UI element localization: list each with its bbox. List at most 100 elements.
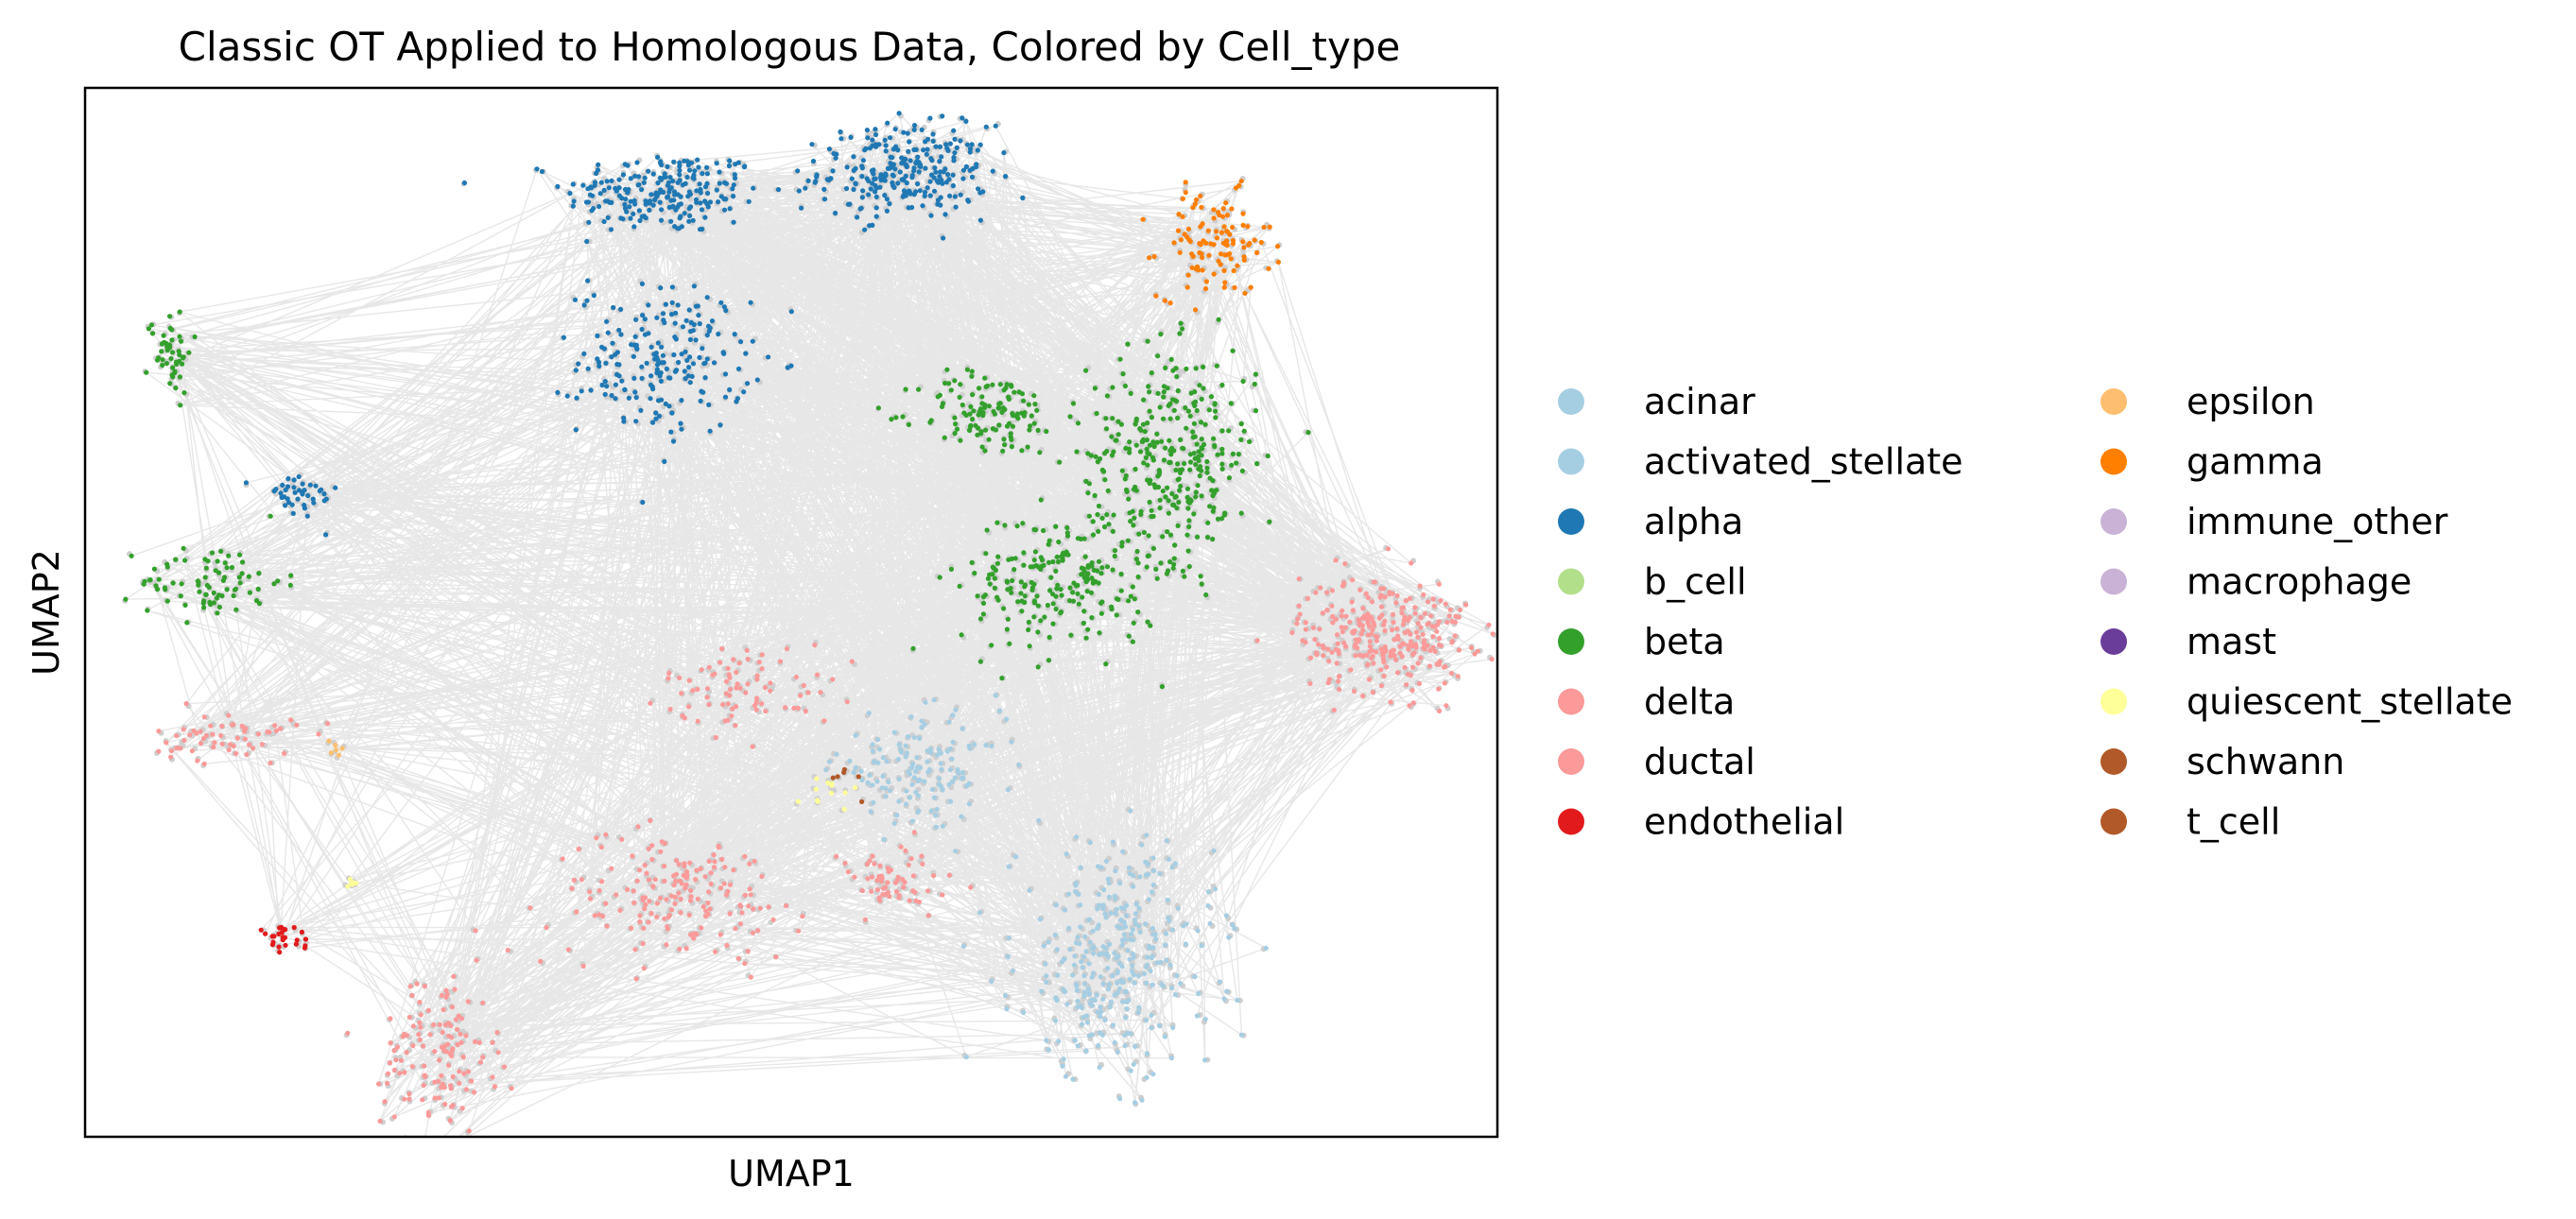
cell-point-alpha [673, 310, 679, 316]
cell-point-beta [1155, 353, 1161, 359]
cell-point-alpha [634, 346, 640, 352]
cell-point-beta [906, 421, 912, 427]
cell-point-alpha [965, 197, 971, 203]
cell-point-gamma [1258, 239, 1264, 246]
cell-point-delta [1399, 654, 1405, 660]
cell-point-alpha [702, 215, 708, 220]
cell-point-beta [1110, 528, 1115, 535]
cell-point-alpha [641, 180, 647, 185]
cell-point-delta [1410, 664, 1416, 670]
cell-point-alpha [754, 377, 760, 383]
cell-point-alpha [670, 204, 676, 210]
cell-point-beta [149, 331, 156, 336]
cell-point-alpha [663, 301, 669, 307]
cell-point-delta [745, 656, 751, 662]
cell-point-beta [1080, 594, 1085, 600]
cell-point-beta [990, 572, 995, 577]
cell-point-alpha [730, 186, 735, 192]
cell-point-delta [731, 657, 736, 662]
cell-point-beta [1112, 548, 1118, 554]
cell-point-alpha [882, 137, 888, 143]
cell-point-alpha [686, 307, 692, 313]
cell-point-beta [1047, 588, 1053, 593]
cell-point-alpha [775, 187, 782, 193]
cell-point-beta [900, 414, 906, 420]
cell-point-delta [720, 702, 726, 708]
cell-point-delta [156, 748, 162, 754]
cell-point-beta [159, 349, 164, 354]
cell-point-delta [1382, 594, 1388, 600]
cell-point-delta [1402, 664, 1408, 670]
cell-point-beta [1103, 661, 1109, 667]
cell-point-beta [1028, 423, 1033, 429]
cell-point-beta [1247, 438, 1253, 444]
cell-point-alpha [743, 351, 749, 356]
cell-point-gamma [1214, 235, 1219, 241]
cell-point-delta [1457, 607, 1463, 613]
cell-point-beta [1082, 554, 1088, 559]
cell-point-beta [176, 358, 182, 364]
cell-point-delta [1456, 614, 1461, 620]
cell-point-beta [980, 611, 986, 617]
cell-point-delta [1417, 583, 1423, 589]
cell-point-alpha [859, 163, 865, 169]
cell-point-alpha [662, 458, 667, 464]
cell-point-beta [1035, 629, 1041, 635]
cell-point-alpha [285, 475, 291, 482]
cell-point-alpha [813, 179, 819, 184]
cell-point-beta [1044, 428, 1049, 435]
cell-point-alpha [927, 115, 933, 121]
cell-point-delta [1352, 644, 1357, 650]
cell-point-beta [1089, 575, 1095, 581]
cell-point-gamma [1232, 284, 1237, 290]
cell-point-beta [239, 559, 246, 565]
cell-point-alpha [605, 330, 611, 335]
cell-point-delta [1446, 613, 1452, 619]
cell-point-delta [793, 674, 800, 680]
cell-point-beta [1161, 457, 1167, 463]
cell-point-beta [1212, 402, 1218, 407]
cell-point-delta [679, 691, 684, 696]
cell-point-beta [1071, 598, 1077, 604]
cell-point-beta [1126, 633, 1132, 639]
cell-point-beta [1098, 600, 1104, 606]
cell-point-beta [986, 437, 992, 442]
cell-point-alpha [843, 185, 850, 192]
cell-point-alpha [639, 364, 645, 369]
cell-point-delta [1437, 708, 1443, 714]
cell-point-alpha [635, 182, 641, 188]
cell-point-alpha [870, 137, 875, 143]
cell-point-delta [212, 740, 217, 746]
cell-point-alpha [333, 485, 338, 490]
cell-point-alpha [631, 224, 637, 230]
cell-point-beta [178, 593, 183, 599]
cell-point-delta [1325, 646, 1331, 652]
cell-point-alpha [916, 169, 922, 175]
cell-point-alpha [623, 197, 629, 202]
cell-point-delta [325, 721, 331, 727]
cell-point-alpha [588, 387, 594, 393]
cell-point-alpha [555, 389, 561, 395]
cell-point-delta [288, 717, 294, 723]
cell-point-beta [1074, 449, 1080, 455]
cell-point-alpha [907, 139, 912, 145]
cell-point-beta [1161, 389, 1167, 395]
cell-point-alpha [677, 172, 683, 178]
cell-point-beta [1267, 519, 1272, 524]
cell-point-beta [1056, 539, 1062, 545]
cell-point-beta [1041, 562, 1046, 568]
cell-point-alpha [838, 129, 843, 135]
cell-point-alpha [657, 160, 664, 165]
cell-point-delta [1329, 649, 1335, 655]
cell-point-alpha [629, 342, 634, 348]
cell-point-delta [736, 661, 742, 666]
cell-point-beta [1011, 567, 1017, 573]
cell-point-alpha [788, 309, 794, 315]
cell-point-beta [222, 560, 228, 566]
cell-point-beta [1048, 575, 1054, 580]
cell-point-alpha [969, 174, 976, 180]
cell-point-beta [173, 386, 179, 391]
cell-point-gamma [1185, 272, 1191, 278]
cell-point-beta [1071, 580, 1077, 586]
cell-point-alpha [679, 352, 684, 357]
